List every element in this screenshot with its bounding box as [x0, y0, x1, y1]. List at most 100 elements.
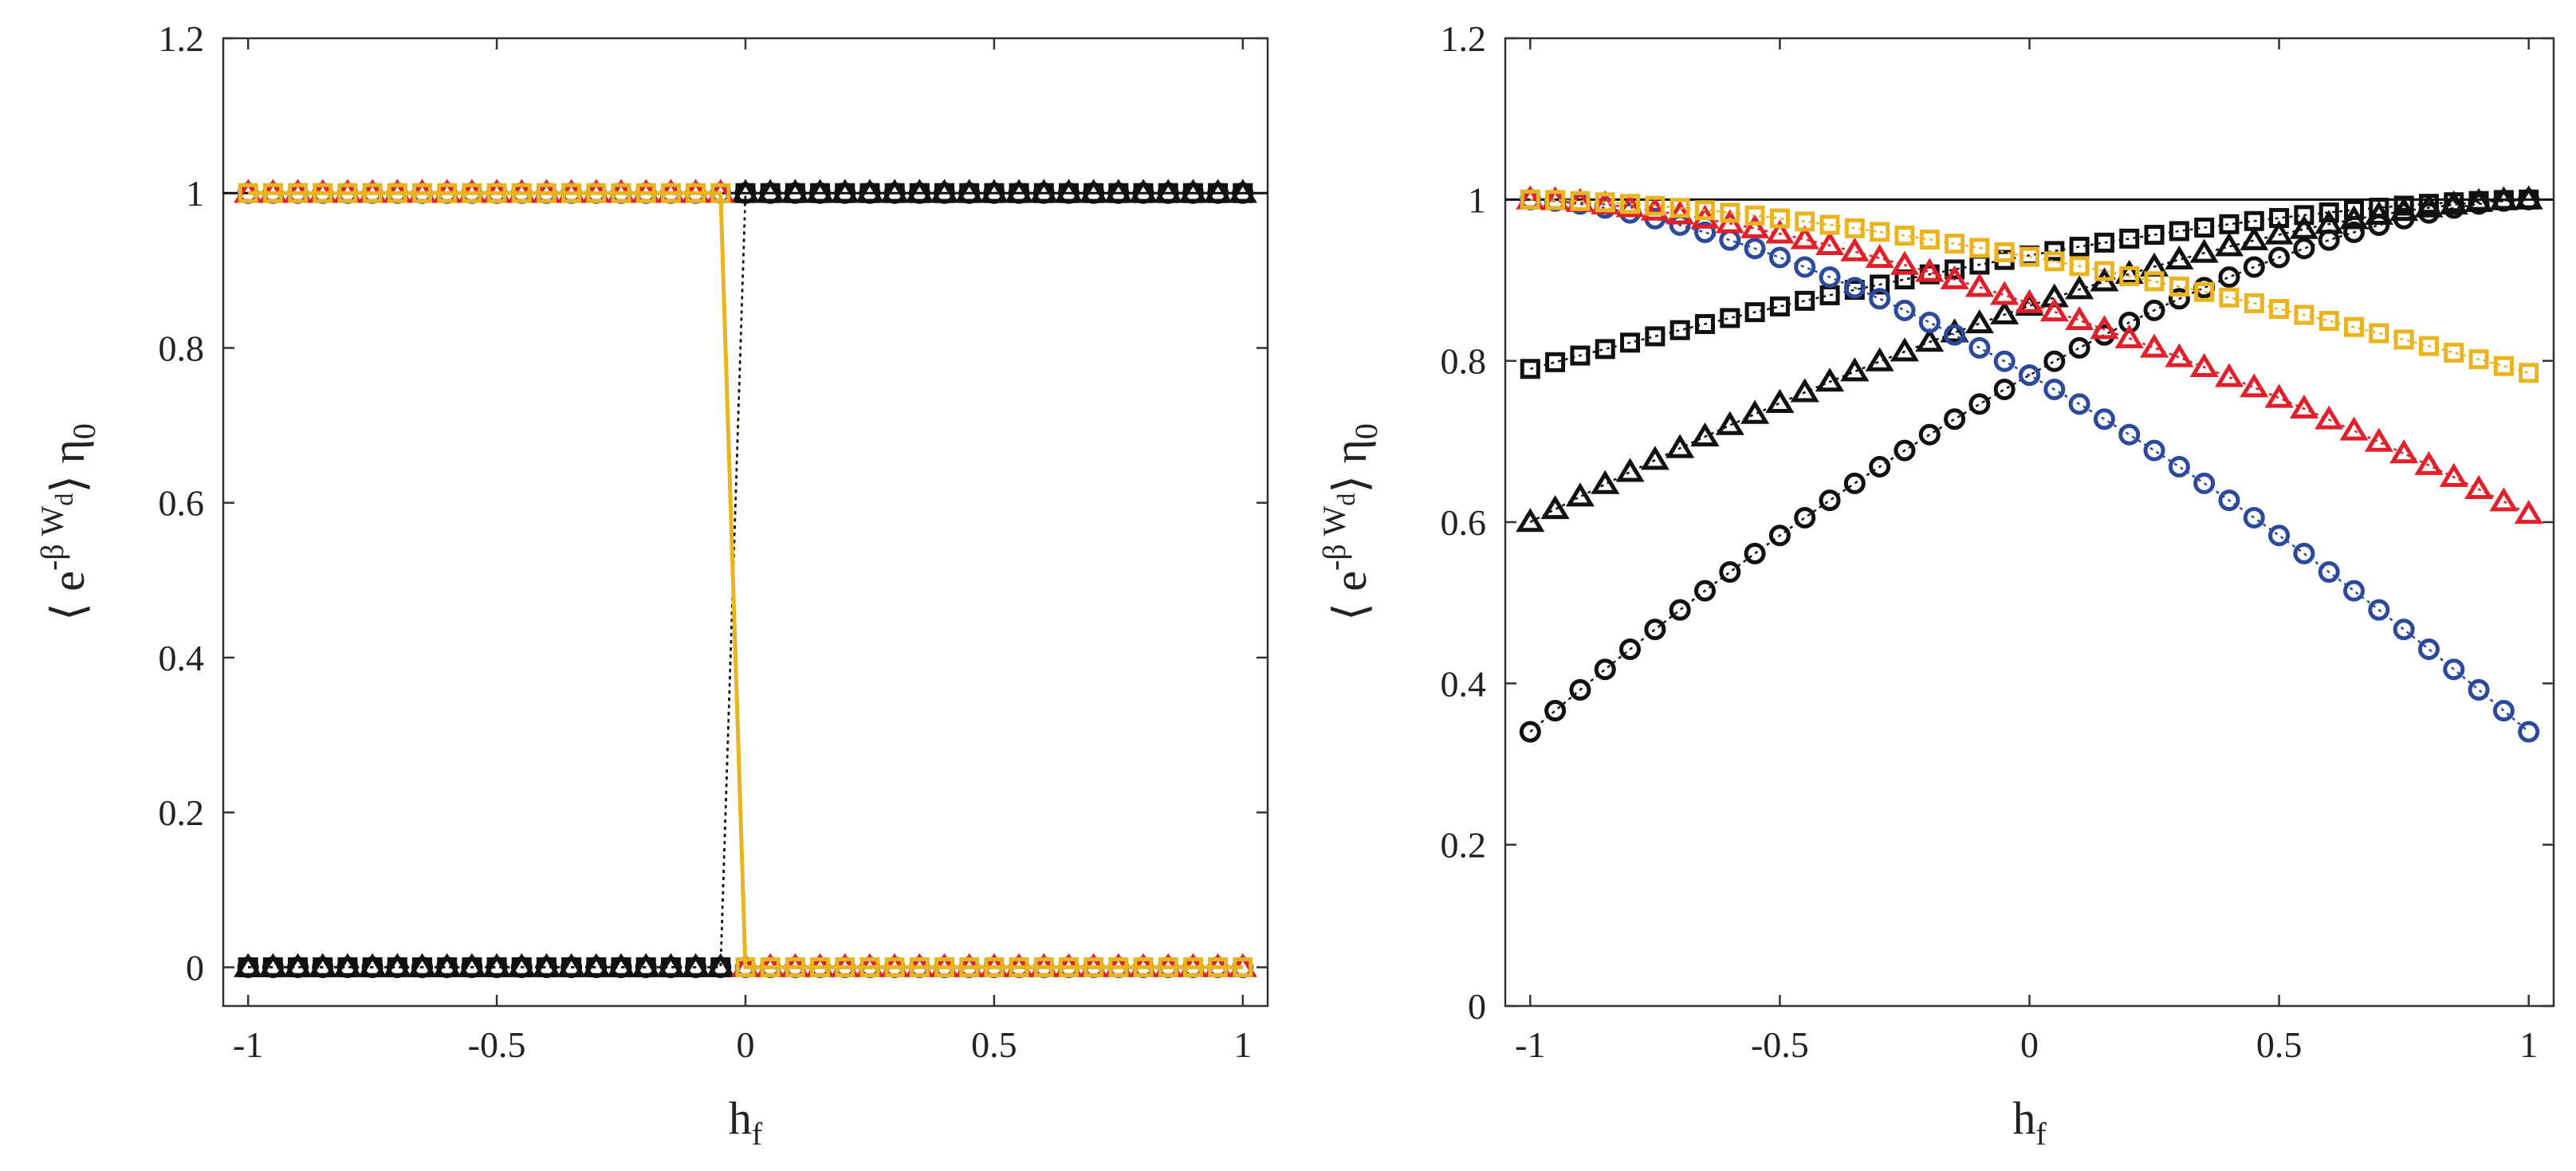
yellow-square-b-point: [1620, 194, 1641, 214]
red-triangle-b-point: [1740, 214, 1770, 238]
black-square-b-point: [2393, 195, 2414, 216]
y-axis-label: ⟨ e-β Wd⟩ η0: [1316, 423, 1384, 621]
yellow-square-a-point: [810, 957, 831, 977]
yellow-square-b-point: [1919, 230, 1940, 250]
black-square-b-point: [2244, 210, 2264, 231]
red-triangle-b-point: [2015, 289, 2044, 313]
black-square-a-point: [686, 957, 706, 977]
black-square-b-point: [1945, 259, 1965, 280]
black-square-a-point: [486, 957, 507, 977]
black-circle-b-point: [1669, 599, 1691, 621]
black-square-a-point: [660, 957, 681, 977]
blue-circle-b-point: [1794, 256, 1816, 278]
black-circle-b-point: [2293, 238, 2315, 260]
black-triangle-b-point: [1540, 495, 1570, 520]
yellow-square-a-point: [412, 183, 433, 203]
black-triangle-b-point: [2389, 197, 2419, 222]
x-tick-label: 0: [2020, 1024, 2039, 1065]
yellow-square-b-point: [1819, 214, 1840, 235]
blue-circle-b-point: [2268, 525, 2291, 547]
black-triangle-b-point: [2314, 210, 2344, 234]
y-tick-label: 0: [1468, 986, 1486, 1027]
black-circle-b-point: [1744, 542, 1766, 564]
black-square-b-point: [1645, 326, 1666, 347]
red-triangle-b-point: [1964, 273, 1994, 297]
red-triangle-b-point: [1615, 193, 1645, 218]
black-square-a-point: [959, 183, 980, 203]
black-square-b-point: [2318, 202, 2339, 223]
red-triangle-b-point: [2339, 416, 2369, 441]
blue-circle-a-series: [237, 182, 1254, 978]
black-triangle-b-point: [1915, 328, 1945, 352]
yellow-square-b-point: [1795, 211, 1815, 232]
yellow-square-b-point: [2094, 261, 2114, 281]
blue-circle-b-point: [1744, 238, 1766, 260]
yellow-square-b-point: [2020, 246, 2039, 267]
black-square-a-point: [835, 183, 855, 203]
red-triangle-b-point: [2414, 450, 2444, 475]
yellow-square-a-point: [984, 957, 1005, 977]
blue-circle-b-point: [1968, 336, 1991, 359]
yellow-square-a-line: [248, 191, 1243, 969]
black-triangle-b-point: [1640, 446, 1669, 470]
black-square-a-point: [337, 957, 358, 977]
yellow-square-b-point: [1694, 200, 1715, 221]
blue-circle-b-point: [2093, 408, 2115, 430]
yellow-square-b-point: [2244, 293, 2264, 313]
black-circle-b-point: [1819, 489, 1841, 512]
black-circle-b-series: [1519, 188, 2540, 743]
red-triangle-b-point: [2264, 383, 2294, 408]
yellow-square-b-point: [2119, 265, 2140, 286]
black-square-b-point: [2269, 207, 2290, 228]
yellow-square-a-point: [1108, 957, 1129, 977]
black-square-b-point: [2119, 228, 2140, 249]
blue-circle-b-line: [1530, 198, 2530, 733]
black-square-a-point: [536, 957, 556, 977]
black-square-b-point: [1769, 296, 1790, 316]
yellow-square-a-point: [660, 183, 681, 203]
black-square-a-point: [387, 957, 407, 977]
red-triangle-b-point: [1940, 265, 1969, 289]
black-square-b-point: [2044, 241, 2065, 261]
axes-frame: [1504, 37, 2555, 1008]
blue-circle-b-point: [2492, 700, 2515, 722]
black-square-a-point: [313, 957, 333, 977]
black-circle-b-point: [2043, 350, 2066, 372]
red-triangle-b-point: [2039, 297, 2069, 322]
red-triangle-b-point: [1890, 250, 1920, 275]
yellow-square-a-point: [1182, 957, 1203, 977]
yellow-square-a-point: [586, 183, 607, 203]
black-circle-b-point: [2143, 299, 2165, 321]
x-tick-label: 1: [1233, 1024, 1252, 1065]
black-circle-a-line: [248, 191, 1243, 969]
black-triangle-b-point: [2414, 193, 2444, 218]
yellow-square-a-point: [387, 183, 407, 203]
black-triangle-b-point: [2189, 238, 2219, 263]
black-square-a-point: [785, 183, 805, 203]
black-triangle-b-point: [1940, 318, 1969, 343]
red-triangle-b-point: [2114, 324, 2144, 348]
yellow-square-b-point: [1945, 234, 1965, 254]
blue-circle-a-line: [248, 191, 1243, 969]
yellow-square-a-point: [1058, 957, 1079, 977]
y-axis-label: ⟨ e-β Wd⟩ η0: [34, 423, 102, 621]
yellow-square-b-point: [2194, 281, 2215, 302]
black-square-a-point: [511, 957, 532, 977]
yellow-square-a-point: [785, 957, 805, 977]
yellow-square-a-point: [337, 183, 358, 203]
black-triangle-b-point: [2039, 283, 2069, 308]
black-square-a-point: [859, 183, 880, 203]
y-tick-label: 0.2: [159, 792, 205, 833]
black-square-a-point: [1133, 183, 1154, 203]
black-triangle-b-series: [1516, 185, 2543, 532]
red-triangle-b-point: [1815, 230, 1845, 256]
black-square-b-point: [2219, 214, 2240, 234]
red-triangle-b-point: [2364, 427, 2393, 452]
black-circle-b-point: [2343, 221, 2366, 243]
yellow-square-b-point: [1520, 189, 1540, 210]
black-square-b-point: [1620, 332, 1641, 353]
blue-circle-b-point: [2019, 364, 2040, 387]
black-triangle-b-point: [2065, 275, 2094, 300]
y-tick-label: 0.8: [159, 328, 205, 368]
blue-circle-b-point: [2518, 721, 2540, 743]
